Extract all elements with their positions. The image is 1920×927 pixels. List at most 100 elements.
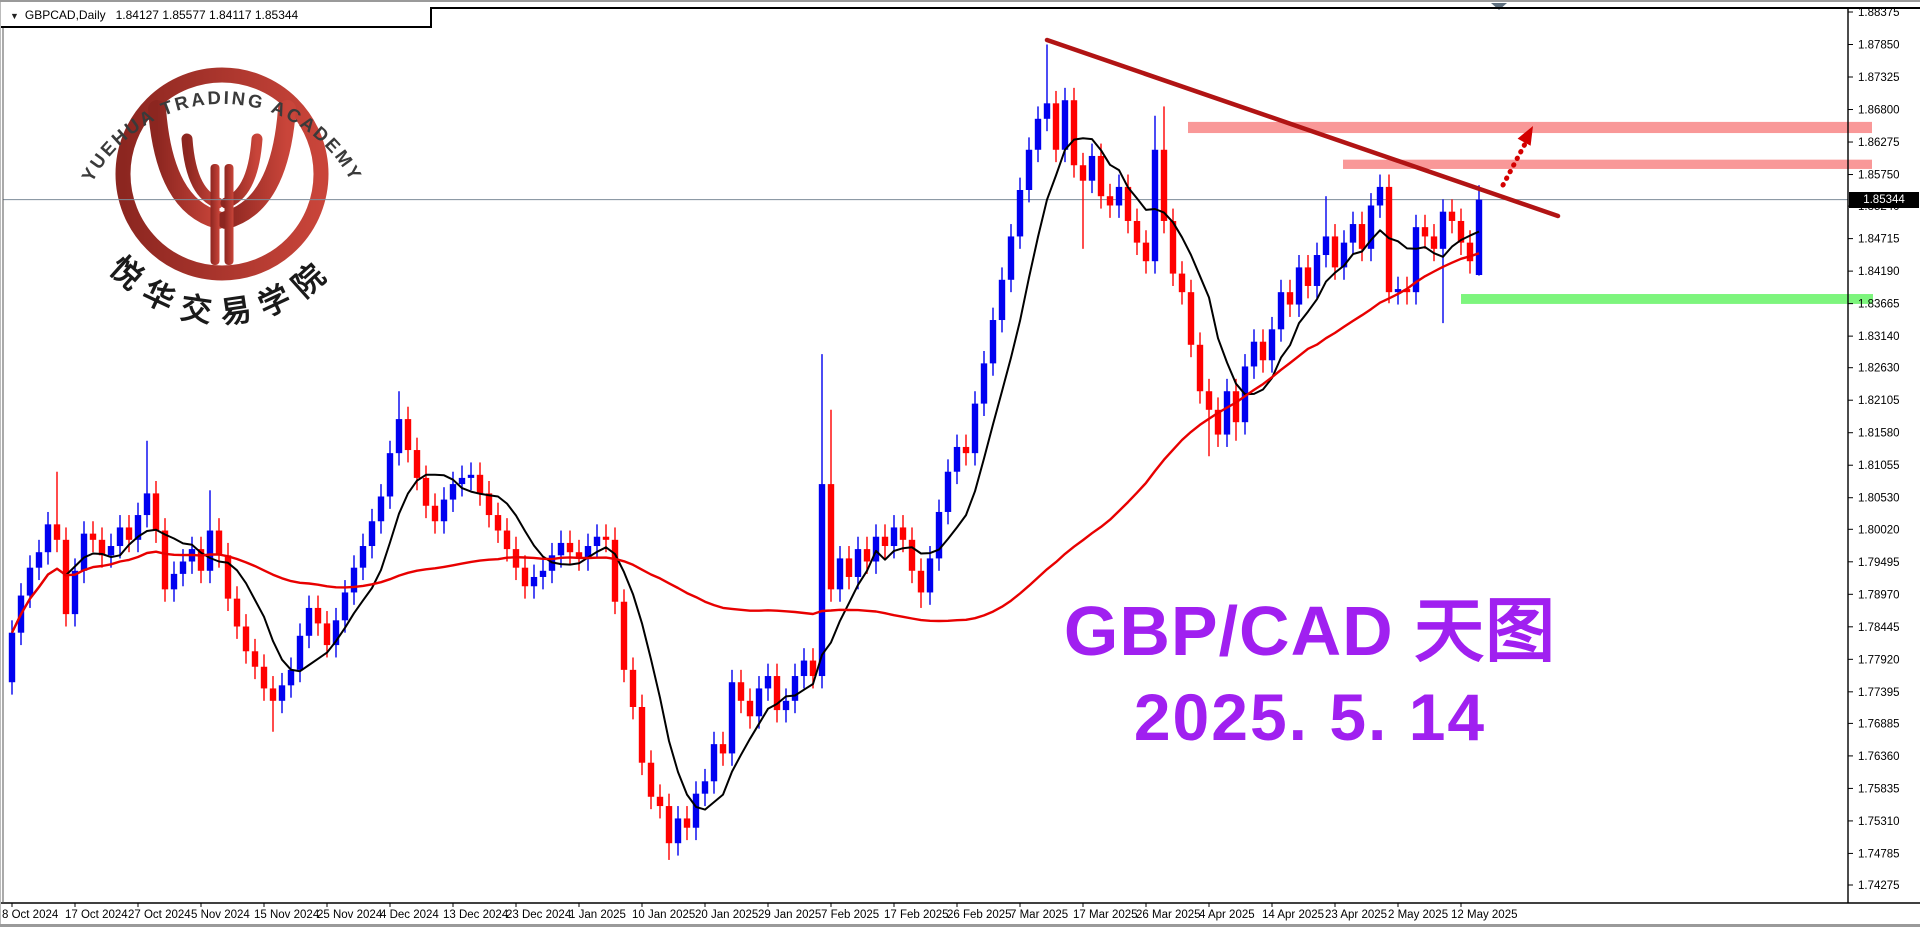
date-tick-label[interactable]: 13 Dec 2024 bbox=[443, 909, 509, 921]
candle-body bbox=[494, 515, 502, 531]
logo-ring bbox=[115, 67, 329, 281]
support-zone[interactable] bbox=[1461, 294, 1873, 304]
price-tick-label[interactable]: 1.77395 bbox=[1858, 687, 1900, 699]
date-tick-label[interactable]: 26 Mar 2025 bbox=[1136, 909, 1201, 921]
candle-body bbox=[44, 524, 52, 553]
price-tick-label[interactable]: 1.83665 bbox=[1858, 299, 1900, 311]
date-tick-label[interactable]: 23 Dec 2024 bbox=[506, 909, 572, 921]
candle-body bbox=[881, 536, 889, 547]
price-tick-label[interactable]: 1.78970 bbox=[1858, 589, 1900, 601]
candle-body bbox=[1169, 220, 1177, 274]
title-border-join bbox=[430, 7, 432, 28]
candle-body bbox=[233, 598, 241, 627]
date-tick-label[interactable]: 4 Apr 2025 bbox=[1199, 909, 1255, 921]
price-tick-label[interactable]: 1.74275 bbox=[1858, 880, 1900, 892]
candle-body bbox=[485, 493, 493, 516]
date-tick-label[interactable]: 1 Jan 2025 bbox=[569, 909, 626, 921]
price-tick-label[interactable]: 1.80020 bbox=[1858, 524, 1900, 536]
candle-body bbox=[980, 363, 988, 404]
date-tick-label[interactable]: 7 Feb 2025 bbox=[821, 909, 879, 921]
candle-body bbox=[683, 818, 691, 828]
ma-fast-line[interactable] bbox=[11, 137, 1480, 811]
price-tick-label[interactable]: 1.84715 bbox=[1858, 234, 1900, 246]
title-underline bbox=[0, 26, 430, 28]
breakout-arrow-shaft[interactable] bbox=[1500, 139, 1529, 188]
candle-body bbox=[35, 552, 43, 568]
candle-body bbox=[413, 450, 421, 478]
date-tick-label[interactable]: 27 Oct 2024 bbox=[128, 909, 191, 921]
date-tick-label[interactable]: 23 Apr 2025 bbox=[1325, 909, 1387, 921]
price-tick-label[interactable]: 1.75835 bbox=[1858, 783, 1900, 795]
candle-body bbox=[1349, 224, 1357, 243]
date-tick-label[interactable]: 17 Oct 2024 bbox=[65, 909, 128, 921]
candle-body bbox=[1232, 391, 1240, 423]
date-tick-label[interactable]: 5 Nov 2024 bbox=[191, 909, 250, 921]
descending-trendline[interactable] bbox=[1044, 37, 1561, 219]
candle-body bbox=[503, 530, 511, 550]
candle-body bbox=[863, 549, 871, 562]
chart-top-border bbox=[430, 7, 1920, 9]
candle-body bbox=[107, 546, 115, 556]
price-tick-label[interactable]: 1.77920 bbox=[1858, 654, 1900, 666]
date-tick-label[interactable]: 10 Jan 2025 bbox=[632, 909, 695, 921]
date-tick-label[interactable]: 17 Feb 2025 bbox=[884, 909, 949, 921]
price-tick-label[interactable]: 1.86800 bbox=[1858, 105, 1900, 117]
candle-body bbox=[899, 527, 907, 540]
price-tick-label[interactable]: 1.80530 bbox=[1858, 493, 1900, 505]
date-tick-label[interactable]: 7 Mar 2025 bbox=[1010, 909, 1068, 921]
price-tick-label[interactable]: 1.74785 bbox=[1858, 848, 1900, 860]
candle-body bbox=[719, 744, 727, 754]
date-tick-label[interactable]: 12 May 2025 bbox=[1451, 909, 1518, 921]
price-tick-label[interactable]: 1.87325 bbox=[1858, 72, 1900, 84]
autoscroll-triangle-icon[interactable] bbox=[1491, 3, 1507, 10]
candle-body bbox=[71, 570, 79, 615]
ma-slow-line[interactable] bbox=[10, 252, 1480, 634]
price-tick-label[interactable]: 1.88375 bbox=[1858, 7, 1900, 19]
price-tick-label[interactable]: 1.81055 bbox=[1858, 460, 1900, 472]
price-tick-label[interactable]: 1.76360 bbox=[1858, 751, 1900, 763]
date-tick-label[interactable]: 25 Nov 2024 bbox=[317, 909, 383, 921]
price-tick-label[interactable]: 1.85750 bbox=[1858, 170, 1900, 182]
resistance-zone-2[interactable] bbox=[1343, 159, 1872, 169]
candle-body bbox=[1133, 220, 1141, 243]
date-tick-label[interactable]: 4 Dec 2024 bbox=[380, 909, 439, 921]
price-tick-label[interactable]: 1.87850 bbox=[1858, 40, 1900, 52]
candle-body bbox=[584, 546, 592, 559]
candle-body bbox=[521, 567, 529, 587]
price-tick-label[interactable]: 1.82105 bbox=[1858, 395, 1900, 407]
candle-body bbox=[80, 533, 88, 571]
candle-body bbox=[341, 592, 349, 621]
price-tick-label[interactable]: 1.84190 bbox=[1858, 266, 1900, 278]
candle-body bbox=[449, 484, 457, 500]
candle-body bbox=[701, 781, 709, 794]
price-tick-label[interactable]: 1.86275 bbox=[1858, 137, 1900, 149]
candle-body bbox=[1016, 190, 1024, 237]
candle-body bbox=[809, 660, 817, 677]
resistance-zone-1[interactable] bbox=[1188, 121, 1872, 134]
candle-body bbox=[908, 539, 916, 571]
date-tick-label[interactable]: 20 Jan 2025 bbox=[695, 909, 758, 921]
price-tick-label[interactable]: 1.83140 bbox=[1858, 331, 1900, 343]
candle-body bbox=[1430, 236, 1438, 249]
candle-body bbox=[1034, 118, 1042, 150]
date-tick-label[interactable]: 17 Mar 2025 bbox=[1073, 909, 1138, 921]
date-tick-label[interactable]: 14 Apr 2025 bbox=[1262, 909, 1324, 921]
date-tick-label[interactable]: 2 May 2025 bbox=[1388, 909, 1448, 921]
price-tick-label[interactable]: 1.79495 bbox=[1858, 557, 1900, 569]
candle-body bbox=[854, 549, 862, 577]
price-tick-label[interactable]: 1.76885 bbox=[1858, 718, 1900, 730]
price-tick-label[interactable]: 1.82630 bbox=[1858, 363, 1900, 375]
breakout-arrow-head[interactable] bbox=[1517, 126, 1533, 146]
price-tick-label[interactable]: 1.78445 bbox=[1858, 622, 1900, 634]
date-tick-label[interactable]: 29 Jan 2025 bbox=[758, 909, 821, 921]
candle-body bbox=[638, 706, 646, 763]
date-tick-label[interactable]: 15 Nov 2024 bbox=[254, 909, 320, 921]
candle-body bbox=[134, 515, 142, 540]
date-tick-label[interactable]: 26 Feb 2025 bbox=[947, 909, 1012, 921]
chart-menu-arrow-icon[interactable]: ▼ bbox=[10, 11, 19, 21]
date-tick-label[interactable]: 8 Oct 2024 bbox=[2, 909, 59, 921]
price-tick-label[interactable]: 1.81580 bbox=[1858, 428, 1900, 440]
price-tick-label[interactable]: 1.75310 bbox=[1858, 816, 1900, 828]
candle-body bbox=[197, 549, 205, 571]
